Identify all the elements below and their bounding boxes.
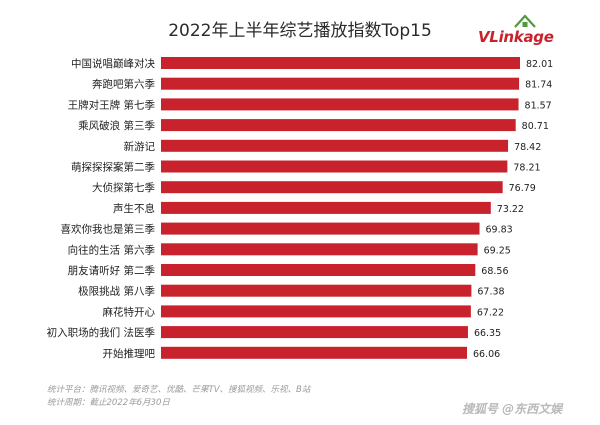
category-label-10: 向往的生活 第六季 (68, 243, 156, 256)
value-label-15: 66.06 (473, 349, 500, 360)
value-label-13: 67.22 (477, 307, 504, 318)
category-label-3: 王牌对王牌 第七季 (68, 98, 156, 111)
value-label-1: 82.01 (526, 59, 553, 70)
category-label-5: 新游记 (124, 140, 156, 153)
logo-roof-icon (514, 14, 536, 28)
bar-10 (161, 243, 478, 256)
chart-title: 2022年上半年综艺播放指数Top15 (168, 21, 432, 41)
category-label-13: 麻花特开心 (103, 305, 156, 318)
bar-5 (161, 139, 509, 152)
category-label-11: 朋友请听好 第二季 (68, 264, 156, 277)
value-label-5: 78.42 (514, 142, 541, 153)
vlinkage-logo: VLinkage (478, 14, 588, 54)
bar-6 (161, 160, 508, 173)
logo-text: VLinkage (478, 28, 554, 46)
value-label-2: 81.74 (525, 80, 552, 91)
bar-11 (161, 264, 476, 276)
category-label-15: 开始推理吧 (103, 347, 156, 360)
bar-7 (161, 181, 503, 194)
footnote-platforms: 统计平台：腾讯视频、爱奇艺、优酷、芒果TV、搜狐视频、乐视、B站 (47, 385, 311, 395)
category-label-12: 极限挑战 第八季 (78, 285, 155, 298)
bar-3 (161, 98, 519, 111)
category-label-6: 萌探探探案第二季 (71, 161, 155, 174)
bar-9 (161, 222, 480, 235)
bar-13 (161, 305, 471, 318)
bar-1 (161, 57, 520, 69)
value-label-9: 69.83 (486, 225, 513, 236)
bar-15 (161, 346, 467, 359)
value-label-11: 68.56 (481, 266, 508, 277)
category-label-7: 大侦探第七季 (92, 181, 155, 194)
category-label-4: 乘风破浪 第三季 (78, 119, 155, 132)
category-label-14: 初入职场的我们 法医季 (47, 326, 156, 339)
value-label-10: 69.25 (484, 245, 511, 256)
bar-4 (161, 119, 516, 132)
category-label-9: 喜欢你我也是第三季 (61, 223, 156, 236)
value-label-14: 66.35 (474, 328, 501, 339)
bar-14 (161, 326, 468, 339)
bar-8 (161, 201, 491, 214)
category-label-2: 奔跑吧第六季 (92, 78, 155, 91)
value-label-6: 78.21 (513, 163, 540, 174)
value-label-4: 80.71 (522, 121, 549, 132)
watermark: 搜狐号 @东西文娱 (462, 402, 563, 416)
category-label-1: 中国说唱巅峰对决 (71, 57, 155, 70)
category-label-8: 声生不息 (113, 202, 155, 215)
bar-2 (161, 77, 520, 90)
footnote-period: 统计周期：截止2022年6月30日 (47, 398, 170, 408)
value-label-12: 67.38 (477, 287, 504, 298)
value-label-3: 81.57 (525, 100, 552, 111)
value-label-8: 73.22 (497, 204, 524, 215)
value-label-7: 76.79 (509, 183, 536, 194)
bar-12 (161, 284, 472, 297)
